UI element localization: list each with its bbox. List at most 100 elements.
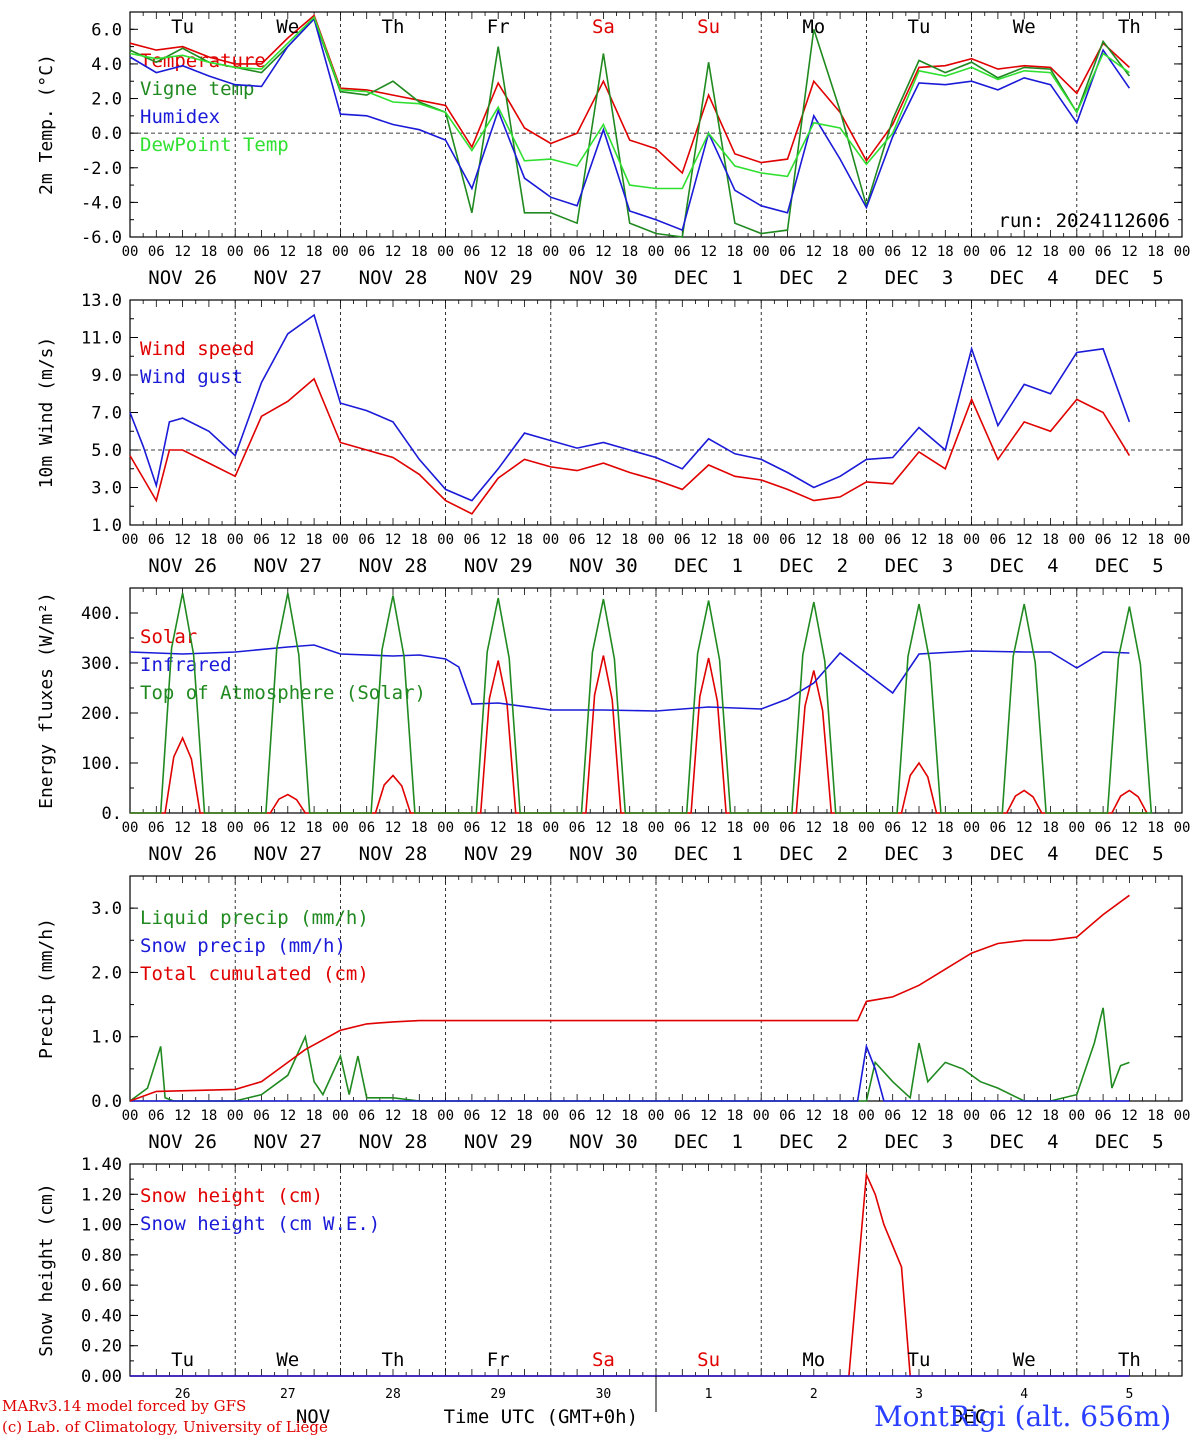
hour-tick-label: 06 <box>569 820 586 836</box>
date-label: NOV 28 <box>359 555 428 577</box>
date-label: DEC 5 <box>1095 555 1164 577</box>
hour-tick-label: 00 <box>858 532 875 548</box>
date-label: DEC 3 <box>885 843 954 865</box>
weekday-label: Mo <box>802 1349 825 1371</box>
series-line-dewpoint-temp <box>129 15 1130 190</box>
weekday-label: We <box>1013 1349 1036 1371</box>
date-label: NOV 27 <box>253 843 322 865</box>
weekday-label: Fr <box>487 1349 510 1371</box>
hour-tick-label: 18 <box>1147 244 1164 260</box>
hour-tick-label: 00 <box>332 1108 349 1124</box>
hour-tick-label: 00 <box>122 820 139 836</box>
y-tick-label: 200. <box>81 704 122 724</box>
hour-tick-label: 00 <box>122 244 139 260</box>
panel-temp: 6.04.02.00.0-2.0-4.0-6.02m Temp. (°C) Tem… <box>36 11 1191 289</box>
weekday-label: Fr <box>487 16 510 38</box>
hour-tick-label: 00 <box>858 820 875 836</box>
day-number-label: 5 <box>1125 1387 1133 1402</box>
hour-tick-label: 18 <box>306 244 323 260</box>
y-tick-label: 1.40 <box>81 1155 122 1175</box>
hour-tick-label: 00 <box>1174 244 1191 260</box>
hour-tick-label: 18 <box>621 244 638 260</box>
hour-tick-label: 06 <box>779 532 796 548</box>
weekday-label: Th <box>382 1349 405 1371</box>
y-tick-label: 11.0 <box>81 329 122 349</box>
weekday-label: We <box>276 1349 299 1371</box>
hour-tick-label: 12 <box>911 1108 928 1124</box>
hour-tick-label: 00 <box>648 820 665 836</box>
hour-tick-label: 06 <box>463 1108 480 1124</box>
y-axis-label: Energy fluxes (W/m²) <box>36 592 57 809</box>
hour-tick-label: 12 <box>490 1108 507 1124</box>
day-number-label: 30 <box>596 1387 612 1402</box>
hour-tick-label: 06 <box>884 532 901 548</box>
y-tick-label: 0.00 <box>81 1367 122 1387</box>
bottom-axis: 26 27 28 29 30 1 2 3 4 5 NOV DEC Time UTC (GMT+0h) <box>175 1376 1133 1428</box>
hour-tick-label: 06 <box>884 1108 901 1124</box>
date-label: DEC 1 <box>674 1131 743 1153</box>
date-label: DEC 5 <box>1095 843 1164 865</box>
weekday-label: Sa <box>592 1349 615 1371</box>
hour-tick-label: 18 <box>937 532 954 548</box>
day-number-label: 27 <box>280 1387 296 1402</box>
day-number-label: 29 <box>490 1387 506 1402</box>
date-label: NOV 26 <box>148 267 217 289</box>
hour-tick-label: 12 <box>805 820 822 836</box>
hour-tick-label: 18 <box>200 532 217 548</box>
weekday-label: We <box>1013 16 1036 38</box>
y-tick-label: 100. <box>81 754 122 774</box>
weekday-label: Tu <box>908 1349 931 1371</box>
hour-tick-label: 00 <box>753 244 770 260</box>
y-tick-label: 1.0 <box>91 516 122 536</box>
date-label: NOV 29 <box>464 843 533 865</box>
hour-tick-label: 00 <box>1174 1108 1191 1124</box>
day-number-label: 1 <box>705 1387 713 1402</box>
hour-tick-label: 12 <box>1016 1108 1033 1124</box>
hour-tick-label: 12 <box>174 1108 191 1124</box>
y-tick-label: 2.0 <box>91 963 122 983</box>
y-tick-label: 13.0 <box>81 291 122 311</box>
hour-tick-label: 06 <box>148 244 165 260</box>
y-axis-label: 2m Temp. (°C) <box>36 54 57 195</box>
hour-tick-label: 18 <box>726 244 743 260</box>
date-label: DEC 1 <box>674 843 743 865</box>
day-number-label: 2 <box>810 1387 818 1402</box>
date-label: DEC 2 <box>779 555 848 577</box>
hour-tick-label: 18 <box>411 820 428 836</box>
hour-tick-label: 06 <box>148 532 165 548</box>
hour-tick-label: 18 <box>621 532 638 548</box>
hour-tick-label: 12 <box>279 820 296 836</box>
y-axis-label: 10m Wind (m/s) <box>36 337 57 489</box>
y-tick-label: 0.60 <box>81 1276 122 1296</box>
hour-tick-label: 18 <box>1042 532 1059 548</box>
hour-tick-label: 18 <box>621 820 638 836</box>
hour-tick-label: 06 <box>1095 1108 1112 1124</box>
hour-tick-label: 12 <box>385 244 402 260</box>
series-line-solar <box>130 655 1149 814</box>
hour-tick-label: 18 <box>1042 820 1059 836</box>
date-label: NOV 27 <box>253 267 322 289</box>
hour-tick-label: 00 <box>227 820 244 836</box>
panel-precip: 3.0 2.0 1.0 0.0 Precip (mm/h) Liquid precip (… <box>36 875 1191 1153</box>
y-tick-label: 0. <box>102 804 122 824</box>
hour-tick-label: 12 <box>279 244 296 260</box>
lab-credit: (c) Lab. of Climatology, University of L… <box>2 1418 328 1436</box>
hour-tick-label: 18 <box>937 244 954 260</box>
station-name: MontRigi (alt. 656m) <box>874 1400 1172 1433</box>
date-label: NOV 28 <box>359 1131 428 1153</box>
date-label: DEC 1 <box>674 555 743 577</box>
hour-tick-label: 12 <box>1121 244 1138 260</box>
date-label: NOV 29 <box>464 1131 533 1153</box>
hour-tick-label: 12 <box>911 820 928 836</box>
hour-tick-label: 18 <box>411 244 428 260</box>
hour-tick-label: 12 <box>700 1108 717 1124</box>
hour-tick-label: 00 <box>963 244 980 260</box>
hour-tick-label: 18 <box>726 532 743 548</box>
series-line-snow-precip-mm-h- <box>130 1043 1130 1102</box>
hour-tick-label: 06 <box>148 820 165 836</box>
hour-tick-label: 18 <box>516 820 533 836</box>
hour-tick-label: 06 <box>253 532 270 548</box>
hour-tick-label: 00 <box>753 820 770 836</box>
hour-tick-label: 12 <box>700 820 717 836</box>
y-tick-label: 0.20 <box>81 1337 122 1357</box>
